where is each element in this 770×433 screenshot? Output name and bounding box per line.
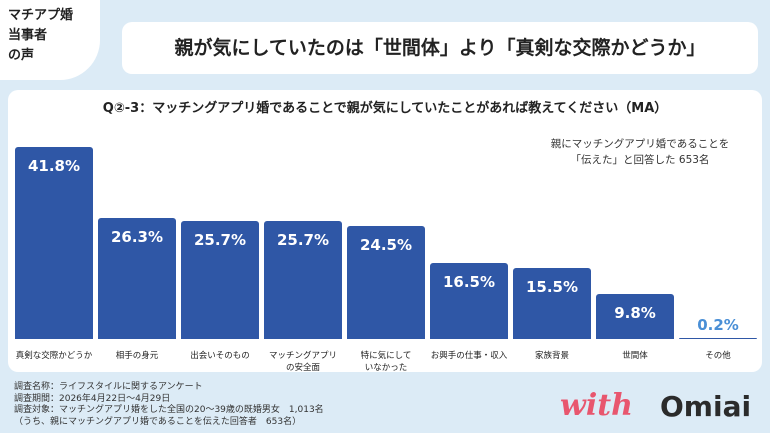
bar [430,263,508,339]
chart-title: Q②-3：マッチングアプリ婚であることで親が気にしていたことがあれば教えてくださ… [102,101,668,116]
x-tick-label: 真剣な交際かどうか [15,351,93,361]
value-label: 25.7% [193,230,247,249]
value-label: 0.2% [697,316,739,335]
footer: 調査名称：ライフスタイルに関するアンケート 調査期間：2026年4月22日～4月… [14,382,324,428]
value-label: 16.5% [442,273,496,292]
value-label: 9.8% [614,303,656,322]
bar [264,220,342,339]
value-label: 41.8% [27,156,81,175]
bar [98,218,176,339]
logo-brand: Omiai [660,390,752,423]
badge-line: 当事者 [8,28,48,43]
value-label: 26.3% [110,228,164,247]
x-tick-label: 家族背景 [534,351,569,361]
value-label: 15.5% [525,277,579,296]
bar [679,338,757,340]
x-tick-label: 出会いそのもの [190,351,250,361]
x-tick-label: 特に気にして いなかった [360,351,412,373]
value-label: 25.7% [276,230,330,249]
footer-line: （うち、親にマッチングアプリ婚であることを伝えた回答者 653名） [14,416,302,427]
x-tick-label: 世間体 [622,351,648,361]
bar [181,220,259,339]
x-tick-label: 相手の身元 [115,351,159,361]
headline-box [122,22,758,74]
x-tick-label: マッチングアプリ の安全面 [268,351,337,373]
logo-with: with [560,388,633,423]
x-tick-label: お興手の仕事・収入 [430,351,508,361]
x-tick-label: その他 [705,351,731,361]
footer-line: 調査名称：ライフスタイルに関するアンケート [14,382,203,392]
badge-line: の声 [8,48,35,63]
chart-note: 親にマッチングアプリ婚であることを 「伝えた」と回答した 653名 [550,138,730,166]
footer-line: 調査対象：マッチングアプリ婚をした全国の20～39歳の既婚男女 1,013名 [14,405,324,415]
bar [15,146,93,339]
headline: 親が気にしていたのは「世間体」より「真剣な交際かどうか」 [174,37,706,59]
badge-text: マチアプ婚 当事者 の声 [8,6,73,66]
value-label: 24.5% [359,236,413,255]
bar [513,267,591,339]
badge-line: マチアプ婚 [8,8,74,23]
bar [347,226,425,339]
badge [0,0,100,80]
footer-line: 調査期間：2026年4月22日～4月29日 [14,393,171,404]
bar [596,293,674,339]
